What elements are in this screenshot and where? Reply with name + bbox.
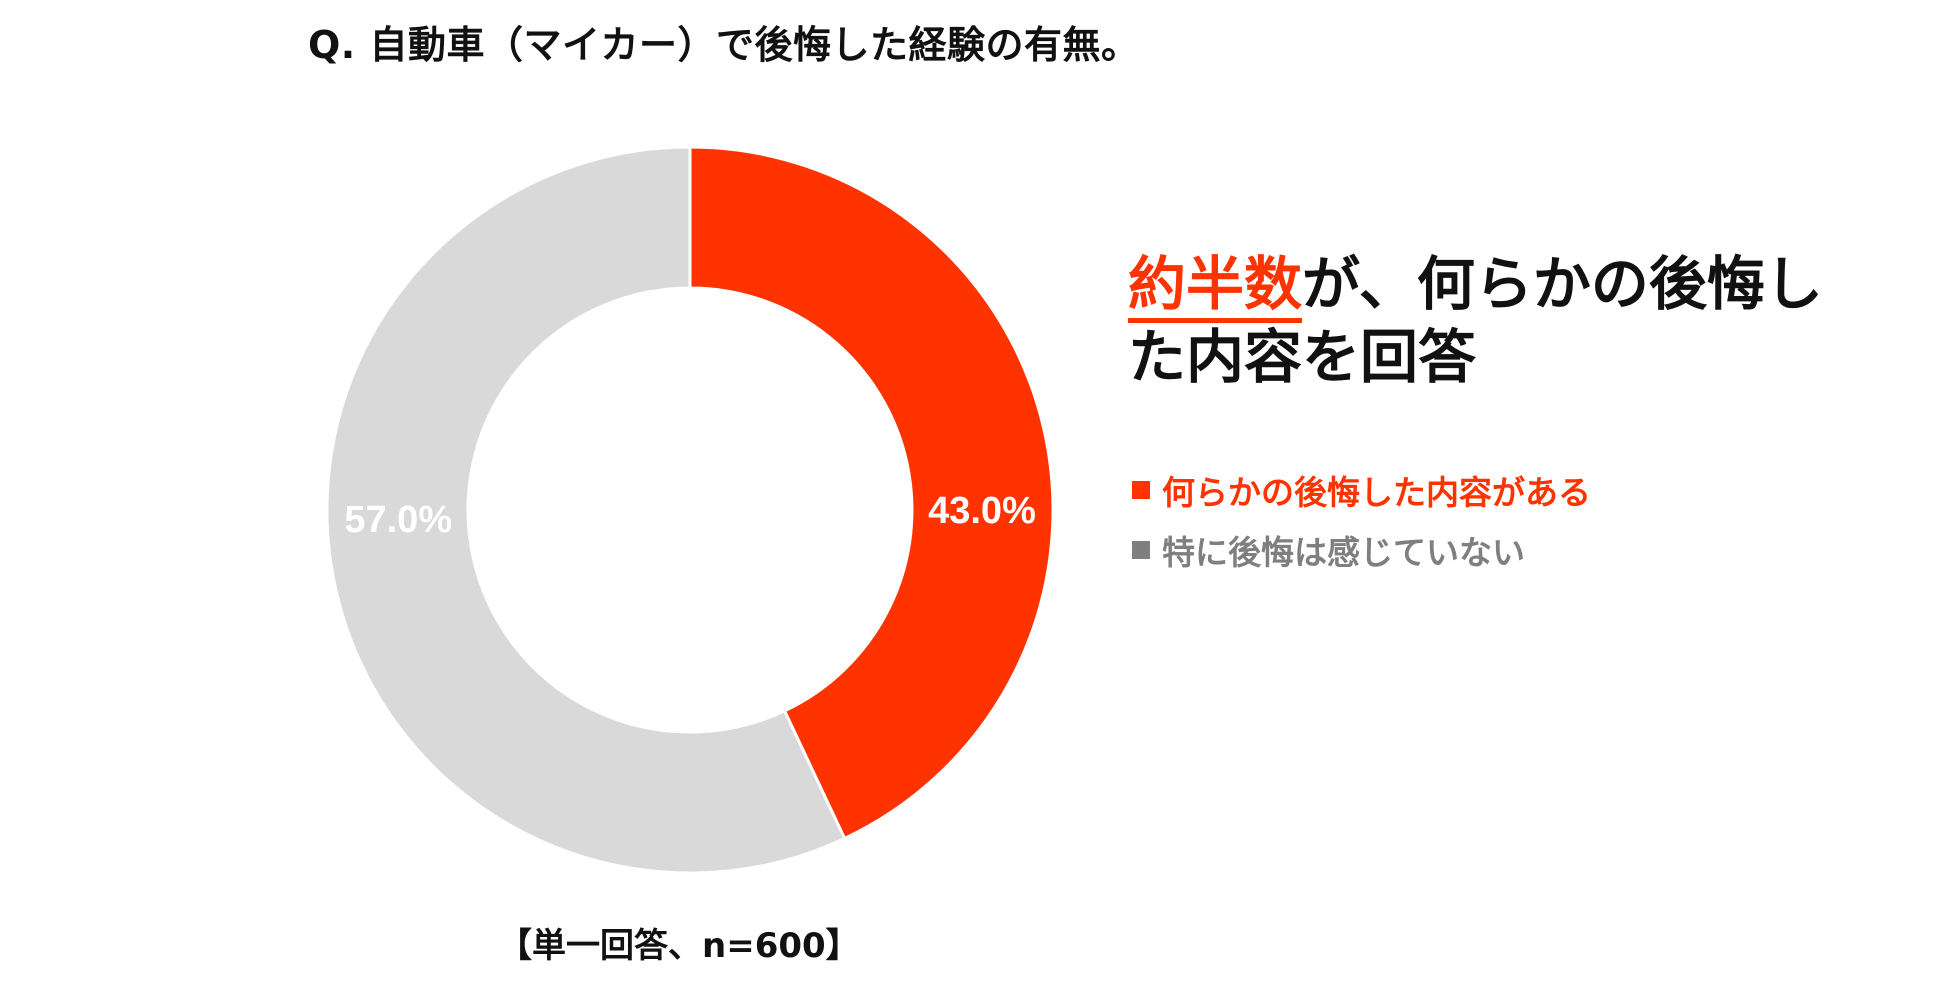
slice-regret (688, 145, 1055, 841)
legend-swatch-no-regret (1132, 541, 1150, 559)
legend: 何らかの後悔した内容がある 特に後悔は感じていない (1132, 460, 1591, 580)
headline: 約半数が、何らかの後悔し た内容を回答 (1128, 248, 1928, 393)
legend-label-no-regret: 特に後悔は感じていない (1162, 533, 1525, 572)
legend-label-regret: 何らかの後悔した内容がある (1162, 473, 1591, 512)
footnote: 【単一回答、n=600】 (498, 926, 860, 966)
headline-highlight: 約半数 (1128, 250, 1303, 323)
data-label-no-regret: 57.0% (344, 499, 452, 541)
donut-chart: 43.0% 57.0% (325, 145, 1055, 875)
headline-line1-rest: が、何らかの後悔し (1302, 250, 1823, 318)
legend-item-regret: 何らかの後悔した内容がある (1132, 460, 1591, 520)
legend-swatch-regret (1132, 481, 1150, 499)
slice-no-regret (325, 145, 847, 875)
legend-item-no-regret: 特に後悔は感じていない (1132, 520, 1591, 580)
data-label-regret: 43.0% (928, 490, 1036, 532)
headline-line2: た内容を回答 (1128, 322, 1477, 391)
chart-title: Q. 自動車（マイカー）で後悔した経験の有無。 (308, 23, 1140, 67)
